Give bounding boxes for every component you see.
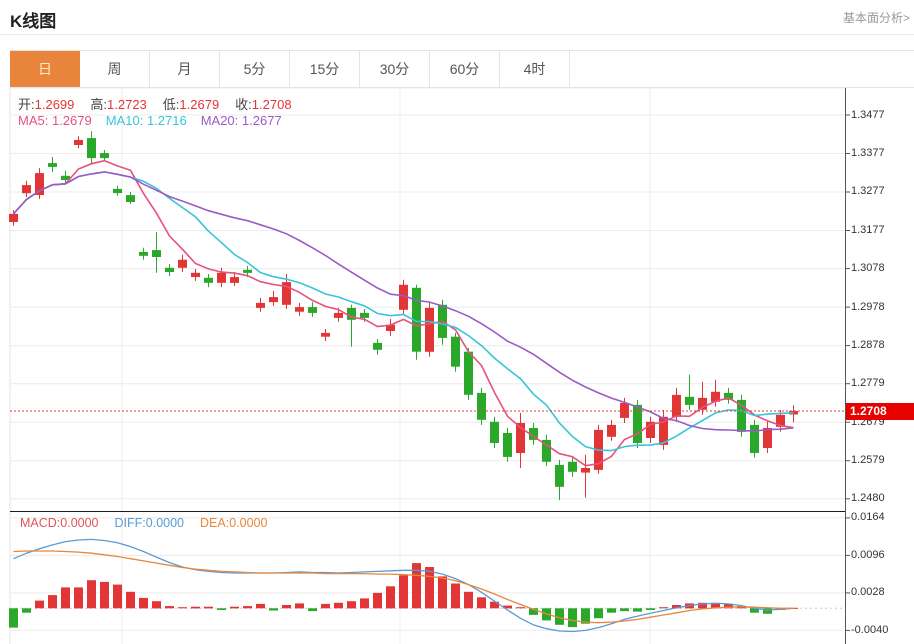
tab-30分[interactable]: 30分 xyxy=(360,51,430,87)
low-label: 低: xyxy=(162,97,180,112)
macd-legend: MACD:0.0000 DIFF:0.0000 DEA:0.0000 xyxy=(20,516,267,530)
diff-label: DIFF: xyxy=(114,516,146,530)
y-axis-label: 0.0164 xyxy=(851,511,885,524)
macd-label: MACD: xyxy=(20,516,61,530)
tab-15分[interactable]: 15分 xyxy=(290,51,360,87)
y-axis-label: 1.3177 xyxy=(851,223,885,236)
y-axis-label: 0.0028 xyxy=(851,586,885,599)
y-axis-label: 1.3277 xyxy=(851,185,885,198)
page-title: K线图 xyxy=(10,12,57,31)
y-axis-label: 1.2579 xyxy=(851,454,885,467)
y-axis-label: 1.3477 xyxy=(851,108,885,121)
macd-value: 0.0000 xyxy=(60,516,99,530)
ma5-label: MA5: xyxy=(18,113,49,128)
tab-日[interactable]: 日 xyxy=(10,51,80,87)
y-axis-label: 1.2480 xyxy=(851,492,885,505)
open-value: 1.2699 xyxy=(34,97,75,112)
open-label: 开: xyxy=(18,97,35,112)
tab-60分[interactable]: 60分 xyxy=(430,51,500,87)
y-axis-label: 1.2779 xyxy=(851,377,885,390)
low-value: 1.2679 xyxy=(179,97,220,112)
y-axis-label: 1.3377 xyxy=(851,146,885,159)
tab-周[interactable]: 周 xyxy=(80,51,150,87)
ohlc-row: 开:1.2699 高:1.2723 低:1.2679 收:1.2708 xyxy=(18,94,308,113)
tab-4时[interactable]: 4时 xyxy=(500,51,570,87)
ma20-value: 1.2677 xyxy=(241,113,282,128)
high-value: 1.2723 xyxy=(107,97,147,112)
fundamental-analysis-link[interactable]: 基本面分析> xyxy=(842,11,910,25)
close-value: 1.2708 xyxy=(251,97,292,112)
ma10-label: MA10: xyxy=(105,113,144,128)
y-axis-label: 0.0096 xyxy=(851,548,885,561)
current-price-badge: 1.2708 xyxy=(846,402,914,420)
tab-5分[interactable]: 5分 xyxy=(220,51,290,87)
close-label: 收: xyxy=(235,97,252,112)
ma20-label: MA20: xyxy=(200,113,239,128)
ma10-value: 1.2716 xyxy=(146,113,187,128)
dea-value: 0.0000 xyxy=(229,516,268,530)
tab-月[interactable]: 月 xyxy=(150,51,220,87)
y-axis-label: 1.2978 xyxy=(851,300,885,313)
ma5-value: 1.2679 xyxy=(51,113,92,128)
period-tab-bar: 日周月 5分 15分 30分 60分 4时 xyxy=(10,50,914,88)
header-divider xyxy=(0,34,914,35)
high-label: 高: xyxy=(90,97,108,112)
dea-label: DEA: xyxy=(200,516,230,530)
ma-legend: MA5: 1.2679 MA10: 1.2716 MA20: 1.2677 xyxy=(18,113,282,128)
diff-value: 0.0000 xyxy=(145,516,184,530)
y-axis-label: 1.3078 xyxy=(851,262,885,275)
y-axis-label: -0.0040 xyxy=(851,623,889,636)
y-axis-label: 1.2878 xyxy=(851,339,885,352)
